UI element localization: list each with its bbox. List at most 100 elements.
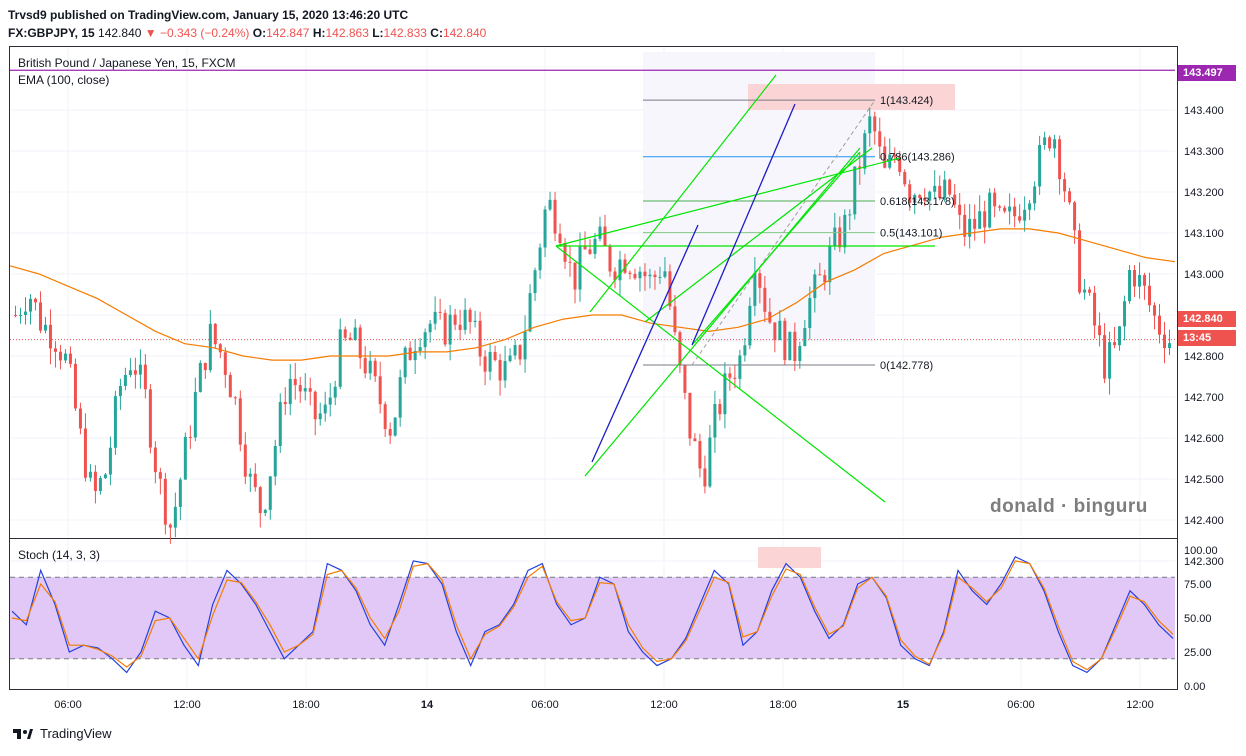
price-axis-tick-label: 143.100 — [1184, 228, 1224, 240]
candle-body — [38, 302, 42, 331]
candle-body — [478, 320, 482, 357]
candle-body — [373, 360, 377, 377]
footer-brand[interactable]: TradingView — [40, 726, 112, 741]
time-axis-tick-label: 15 — [897, 699, 909, 711]
candle-body — [778, 320, 782, 341]
candle-body — [428, 323, 432, 333]
candle-body — [533, 270, 537, 294]
candle-body — [308, 388, 312, 392]
candle-body — [518, 345, 522, 360]
candle-body — [698, 441, 702, 469]
candle-body — [833, 227, 837, 247]
candle-body — [773, 322, 777, 341]
candle-body — [1033, 186, 1037, 204]
candle-body — [628, 272, 632, 274]
time-axis-tick-label: 12:00 — [173, 699, 201, 711]
candle-body — [678, 332, 682, 366]
fib-level-label: 0(142.778) — [880, 360, 933, 372]
change-value: ▼ −0.343 (−0.24%) — [144, 26, 250, 40]
main-price-pane[interactable] — [9, 46, 1178, 539]
fib-level-label: 0.618(143.178) — [880, 196, 955, 208]
candle-body — [1103, 335, 1107, 379]
published-line: Trvsd9 published on TradingView.com, Jan… — [8, 8, 408, 22]
candle-body — [728, 373, 732, 378]
candle-body — [163, 478, 167, 525]
candle-body — [288, 378, 292, 405]
candle-body — [723, 373, 727, 415]
candle-body — [378, 376, 382, 405]
candle-body — [28, 298, 32, 312]
fib-trend-line — [691, 99, 876, 366]
candle-body — [1048, 137, 1052, 149]
countdown-tag: 13:45 — [1178, 330, 1236, 346]
candle-body — [248, 473, 252, 477]
candle-body — [53, 348, 57, 352]
fib-level-label: 1(143.424) — [880, 95, 933, 107]
candle-body — [588, 249, 592, 254]
stoch-axis-tick-label: 50.00 — [1184, 613, 1212, 625]
time-axis-tick-label: 12:00 — [650, 699, 678, 711]
stoch-axis-tick-label: 75.00 — [1184, 579, 1212, 591]
candle-body — [113, 396, 117, 448]
candle-body — [438, 311, 442, 313]
candle-body — [1073, 202, 1077, 231]
main-pane-title: British Pound / Japanese Yen, 15, FXCM — [18, 56, 236, 70]
price-axis-tick-label: 143.000 — [1184, 269, 1224, 281]
candle-body — [1163, 334, 1167, 349]
candle-body — [88, 471, 92, 478]
stoch-overbought-highlight — [758, 547, 821, 568]
candle-body — [1118, 326, 1122, 346]
pitchfork-line — [589, 74, 777, 313]
time-axis-tick-label: 06:00 — [531, 699, 559, 711]
candle-body — [103, 474, 107, 479]
blue-trend-line — [591, 224, 699, 463]
symbol-label[interactable]: FX:GBPJPY, 15 — [8, 26, 95, 40]
candle-body — [183, 436, 187, 480]
candle-body — [138, 364, 142, 375]
high-line-price-tag: 143.497 — [1178, 65, 1236, 81]
candle-body — [713, 404, 717, 438]
candle-body — [198, 362, 202, 392]
high-value: 142.863 — [325, 26, 369, 40]
candle-body — [363, 358, 367, 374]
candle-body — [78, 408, 82, 429]
candle-body — [983, 211, 987, 228]
candle-body — [543, 209, 547, 248]
candle-body — [1013, 206, 1017, 217]
candle-body — [688, 392, 692, 439]
candle-body — [313, 391, 317, 420]
price-axis-tick-label: 142.800 — [1184, 351, 1224, 363]
candle-body — [408, 347, 412, 361]
candle-body — [413, 350, 417, 361]
candle-body — [1023, 209, 1027, 221]
candle-body — [738, 355, 742, 379]
candle-body — [283, 401, 287, 405]
candle-body — [383, 404, 387, 430]
candle-body — [388, 429, 392, 436]
candle-body — [703, 468, 707, 487]
candle-body — [178, 479, 182, 507]
pitchfork-line — [555, 245, 886, 503]
candle-body — [328, 397, 332, 405]
candle-body — [583, 246, 587, 250]
published-text: Trvsd9 published on TradingView.com, Jan… — [8, 8, 409, 22]
time-axis-tick-label: 18:00 — [292, 699, 320, 711]
pitchfork-line — [644, 147, 873, 323]
tradingview-logo-icon[interactable] — [12, 727, 34, 741]
candle-body — [1158, 315, 1162, 335]
low-value: 142.833 — [383, 26, 427, 40]
candle-body — [598, 226, 602, 239]
candle-body — [353, 327, 357, 341]
candle-body — [548, 199, 552, 210]
candle-body — [23, 311, 27, 315]
candle-body — [253, 473, 257, 488]
close-label: C: — [430, 26, 443, 40]
candle-body — [538, 247, 542, 271]
candle-body — [1123, 301, 1127, 327]
candle-body — [1093, 292, 1097, 326]
stoch-legend: Stoch (14, 3, 3) — [18, 548, 101, 562]
candle-body — [943, 179, 947, 198]
candle-body — [573, 262, 577, 290]
price-axis-tick-label: 142.700 — [1184, 392, 1224, 404]
